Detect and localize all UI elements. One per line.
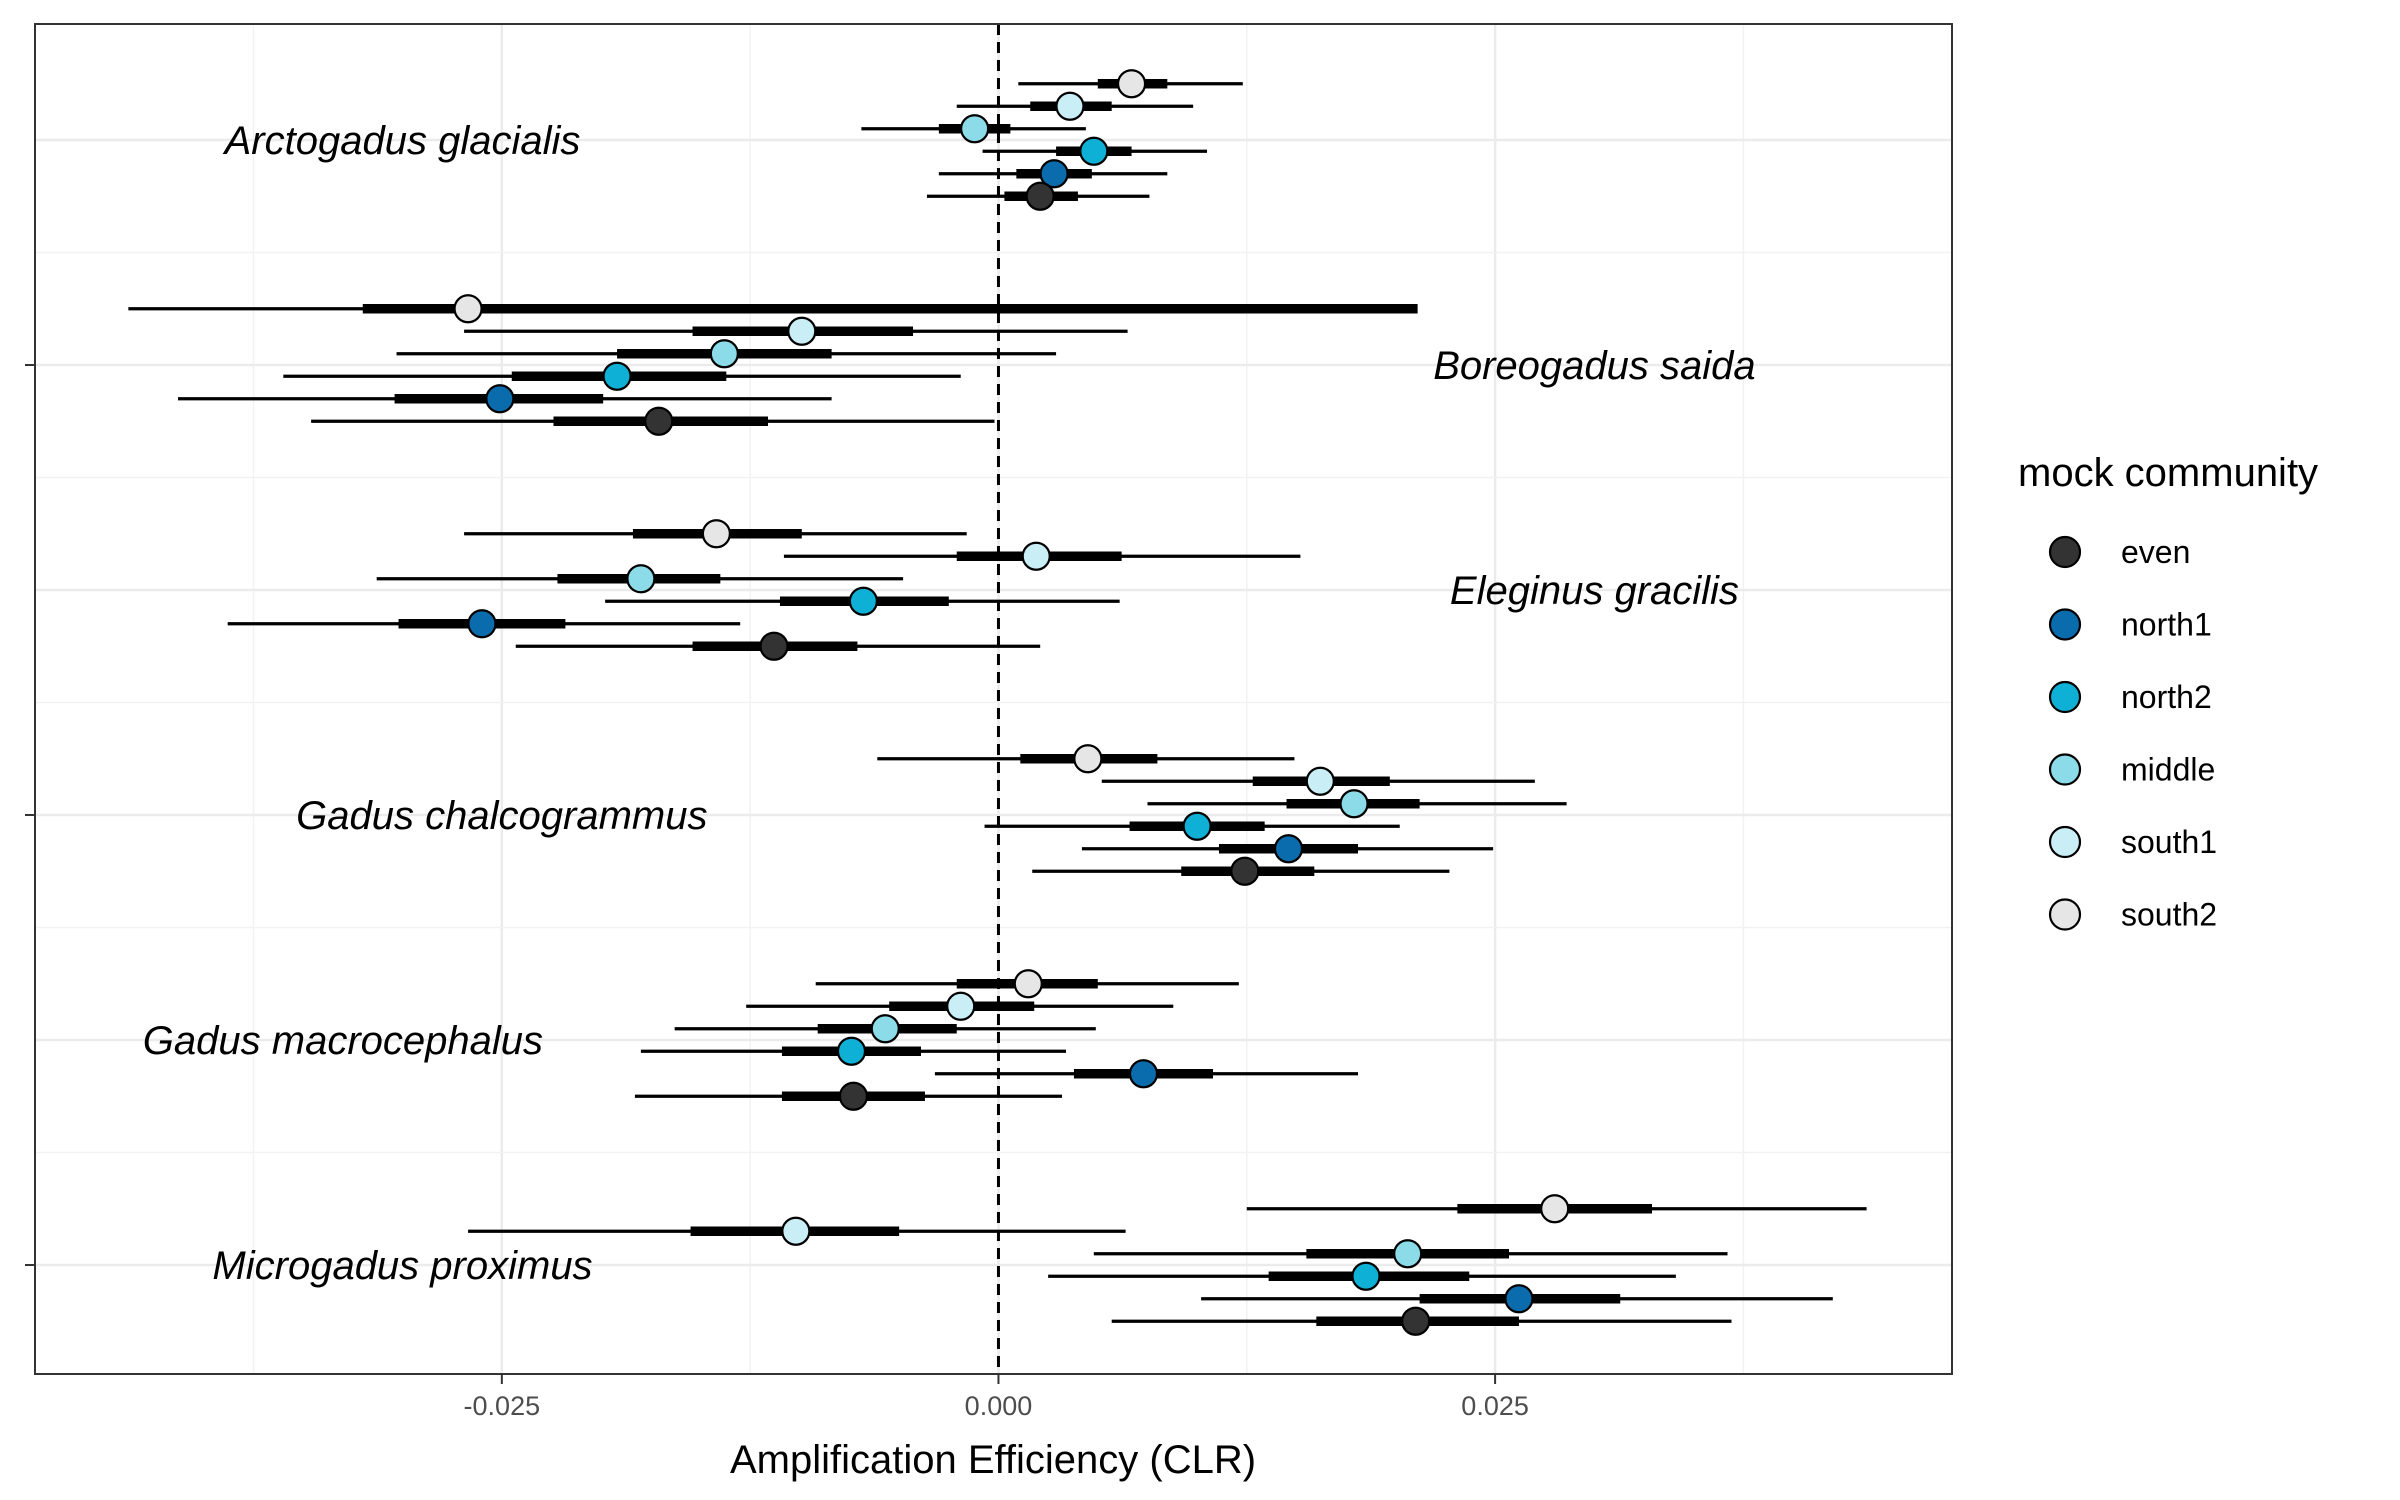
species-label: Eleginus gracilis (1450, 569, 1739, 613)
legend-key-middle (2048, 753, 2082, 786)
species-label: Boreogadus saida (1433, 344, 1755, 388)
legend-key-north2 (2048, 680, 2082, 714)
point-middle (1339, 789, 1369, 819)
point-south2 (453, 294, 483, 324)
point-even (644, 406, 674, 436)
point-north2 (1079, 136, 1109, 166)
legend-key-south2 (2048, 898, 2082, 931)
point-middle (960, 114, 990, 144)
x-tick-label: -0.025 (464, 1391, 541, 1421)
legend-title: mock community (2018, 451, 2318, 495)
point-south1 (1055, 91, 1085, 121)
legend-label: middle (2121, 752, 2215, 788)
point-south2 (1540, 1194, 1570, 1224)
point-middle (709, 339, 739, 369)
point-south2 (1073, 744, 1103, 774)
legend-key-north1 (2048, 608, 2082, 641)
point-even (838, 1081, 869, 1111)
point-north1 (485, 384, 515, 414)
species-label: Arctogadus glacialis (223, 119, 581, 163)
point-south1 (1305, 766, 1335, 796)
legend-label: south1 (2121, 824, 2217, 860)
species-labels: Arctogadus glacialis Boreogadus saida Eleg… (143, 119, 1756, 1288)
species-label: Gadus macrocephalus (143, 1019, 543, 1063)
point-north2 (848, 586, 878, 616)
legend: mock community even north1 north2 middle sou… (2018, 451, 2318, 933)
x-axis-title: Amplification Efficiency (CLR) (730, 1438, 1256, 1482)
legend-key-south1 (2048, 825, 2082, 859)
panel-border (34, 23, 1953, 1375)
point-north2 (602, 361, 632, 391)
legend-label: south2 (2121, 897, 2217, 933)
point-south2 (1116, 69, 1147, 99)
point-middle (870, 1014, 900, 1044)
point-middle (626, 564, 656, 594)
point-north1 (467, 609, 497, 639)
point-north2 (1182, 811, 1212, 841)
point-north1 (1128, 1059, 1159, 1089)
point-even (1025, 181, 1055, 211)
x-tick-label: 0.025 (1461, 1391, 1529, 1421)
legend-label: north2 (2121, 679, 2212, 715)
legend-key-even (2048, 535, 2082, 569)
point-south1 (1021, 541, 1051, 571)
point-south1 (787, 316, 817, 346)
point-south1 (946, 991, 976, 1021)
x-tick-label: 0.000 (965, 1391, 1033, 1421)
species-label: Gadus chalcogrammus (296, 794, 707, 838)
point-north1 (1039, 159, 1069, 189)
species-label: Microgadus proximus (212, 1244, 592, 1288)
point-north2 (836, 1036, 867, 1066)
point-even (1230, 856, 1260, 886)
legend-label: even (2121, 534, 2190, 570)
point-south2 (701, 519, 731, 549)
point-middle (1393, 1239, 1423, 1269)
point-north1 (1273, 834, 1304, 864)
grid-lines (35, 24, 1952, 1374)
point-south1 (781, 1216, 811, 1246)
x-axis: -0.025 0.000 0.025 (25, 364, 1529, 1421)
legend-label: north1 (2121, 607, 2212, 643)
point-north2 (1351, 1261, 1381, 1291)
point-north1 (1504, 1284, 1534, 1314)
estimate-points (453, 69, 1570, 1336)
point-south2 (1013, 969, 1043, 999)
point-even (759, 631, 789, 661)
point-even (1401, 1306, 1431, 1336)
